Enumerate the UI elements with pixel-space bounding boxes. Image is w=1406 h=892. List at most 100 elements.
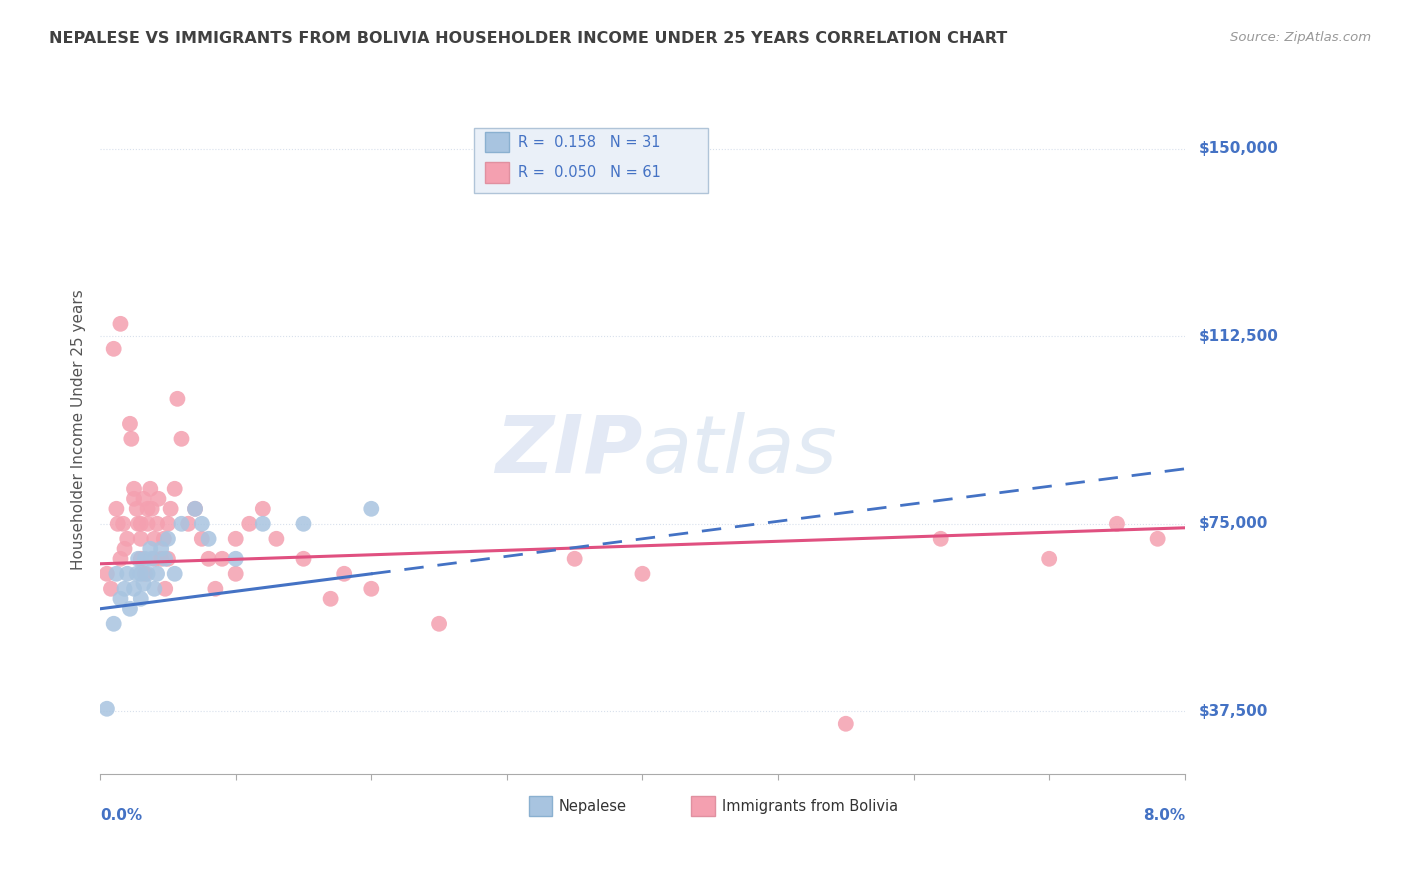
Point (564, 551, 586, 566)
Point (170, 516, 193, 531)
Point (238, 516, 260, 531)
Point (211, 551, 233, 566)
Point (132, 576, 155, 591)
Point (132, 491, 155, 506)
Point (134, 551, 156, 566)
Text: atlas: atlas (643, 412, 837, 490)
Point (427, 616, 450, 631)
Point (225, 566, 247, 581)
Point (110, 591, 132, 606)
Point (120, 432, 142, 446)
Point (197, 532, 219, 546)
Point (150, 551, 173, 566)
Point (127, 516, 149, 531)
Point (191, 532, 214, 546)
Point (148, 491, 170, 506)
Point (252, 501, 274, 516)
FancyBboxPatch shape (692, 796, 716, 816)
Point (129, 516, 152, 531)
FancyBboxPatch shape (485, 162, 509, 183)
Point (163, 566, 186, 581)
Point (143, 582, 166, 596)
Point (177, 516, 200, 531)
Point (146, 516, 169, 531)
Text: $150,000: $150,000 (1199, 141, 1278, 156)
Point (114, 582, 136, 596)
Point (360, 582, 382, 596)
Point (100, 582, 122, 596)
Point (929, 532, 952, 546)
Point (117, 532, 139, 546)
Point (125, 566, 148, 581)
Text: NEPALESE VS IMMIGRANTS FROM BOLIVIA HOUSEHOLDER INCOME UNDER 25 YEARS CORRELATIO: NEPALESE VS IMMIGRANTS FROM BOLIVIA HOUS… (49, 31, 1008, 46)
Text: R =  0.050   N = 61: R = 0.050 N = 61 (517, 165, 661, 180)
Text: Immigrants from Bolivia: Immigrants from Bolivia (721, 798, 898, 814)
Point (150, 541, 173, 556)
Point (118, 417, 141, 431)
Point (191, 516, 214, 531)
Text: $37,500: $37,500 (1199, 704, 1268, 719)
Point (163, 482, 186, 496)
Point (835, 716, 858, 731)
Point (204, 582, 226, 596)
Point (105, 566, 128, 581)
Point (96, 702, 118, 716)
FancyBboxPatch shape (529, 796, 553, 816)
Point (139, 482, 162, 496)
Text: R =  0.158   N = 31: R = 0.158 N = 31 (517, 135, 661, 150)
Point (143, 551, 166, 566)
Point (107, 516, 129, 531)
Point (146, 566, 169, 581)
Point (631, 566, 654, 581)
Text: $75,000: $75,000 (1199, 516, 1268, 532)
Point (333, 566, 356, 581)
Point (225, 532, 247, 546)
Text: 8.0%: 8.0% (1143, 808, 1185, 823)
Point (136, 501, 159, 516)
Point (143, 532, 166, 546)
Point (125, 501, 148, 516)
Point (129, 551, 152, 566)
Text: ZIP: ZIP (495, 412, 643, 490)
Point (136, 516, 159, 531)
Point (122, 491, 145, 506)
Bar (474, 128, 707, 193)
Point (360, 501, 382, 516)
Y-axis label: Householder Income Under 25 years: Householder Income Under 25 years (72, 290, 86, 570)
Point (114, 541, 136, 556)
Point (117, 566, 139, 581)
Point (166, 392, 188, 406)
Point (225, 551, 247, 566)
Point (266, 532, 288, 546)
Point (110, 317, 132, 331)
Point (122, 582, 145, 596)
Point (184, 501, 207, 516)
Point (155, 582, 177, 596)
Point (159, 501, 181, 516)
Point (184, 501, 207, 516)
Point (112, 516, 135, 531)
Point (129, 591, 152, 606)
Point (1038, 551, 1060, 566)
Point (105, 501, 128, 516)
Point (129, 532, 152, 546)
Point (252, 516, 274, 531)
Point (136, 566, 159, 581)
Text: $112,500: $112,500 (1199, 329, 1278, 343)
Point (156, 551, 179, 566)
Point (110, 551, 132, 566)
Point (292, 516, 315, 531)
Text: Nepalese: Nepalese (560, 798, 627, 814)
Point (103, 342, 125, 356)
Point (127, 551, 149, 566)
Point (141, 501, 163, 516)
Point (156, 516, 179, 531)
Point (103, 616, 125, 631)
Point (1105, 516, 1128, 531)
FancyBboxPatch shape (485, 132, 509, 153)
Point (129, 566, 152, 581)
Point (292, 551, 315, 566)
Point (197, 551, 219, 566)
Point (170, 432, 193, 446)
Point (134, 566, 156, 581)
